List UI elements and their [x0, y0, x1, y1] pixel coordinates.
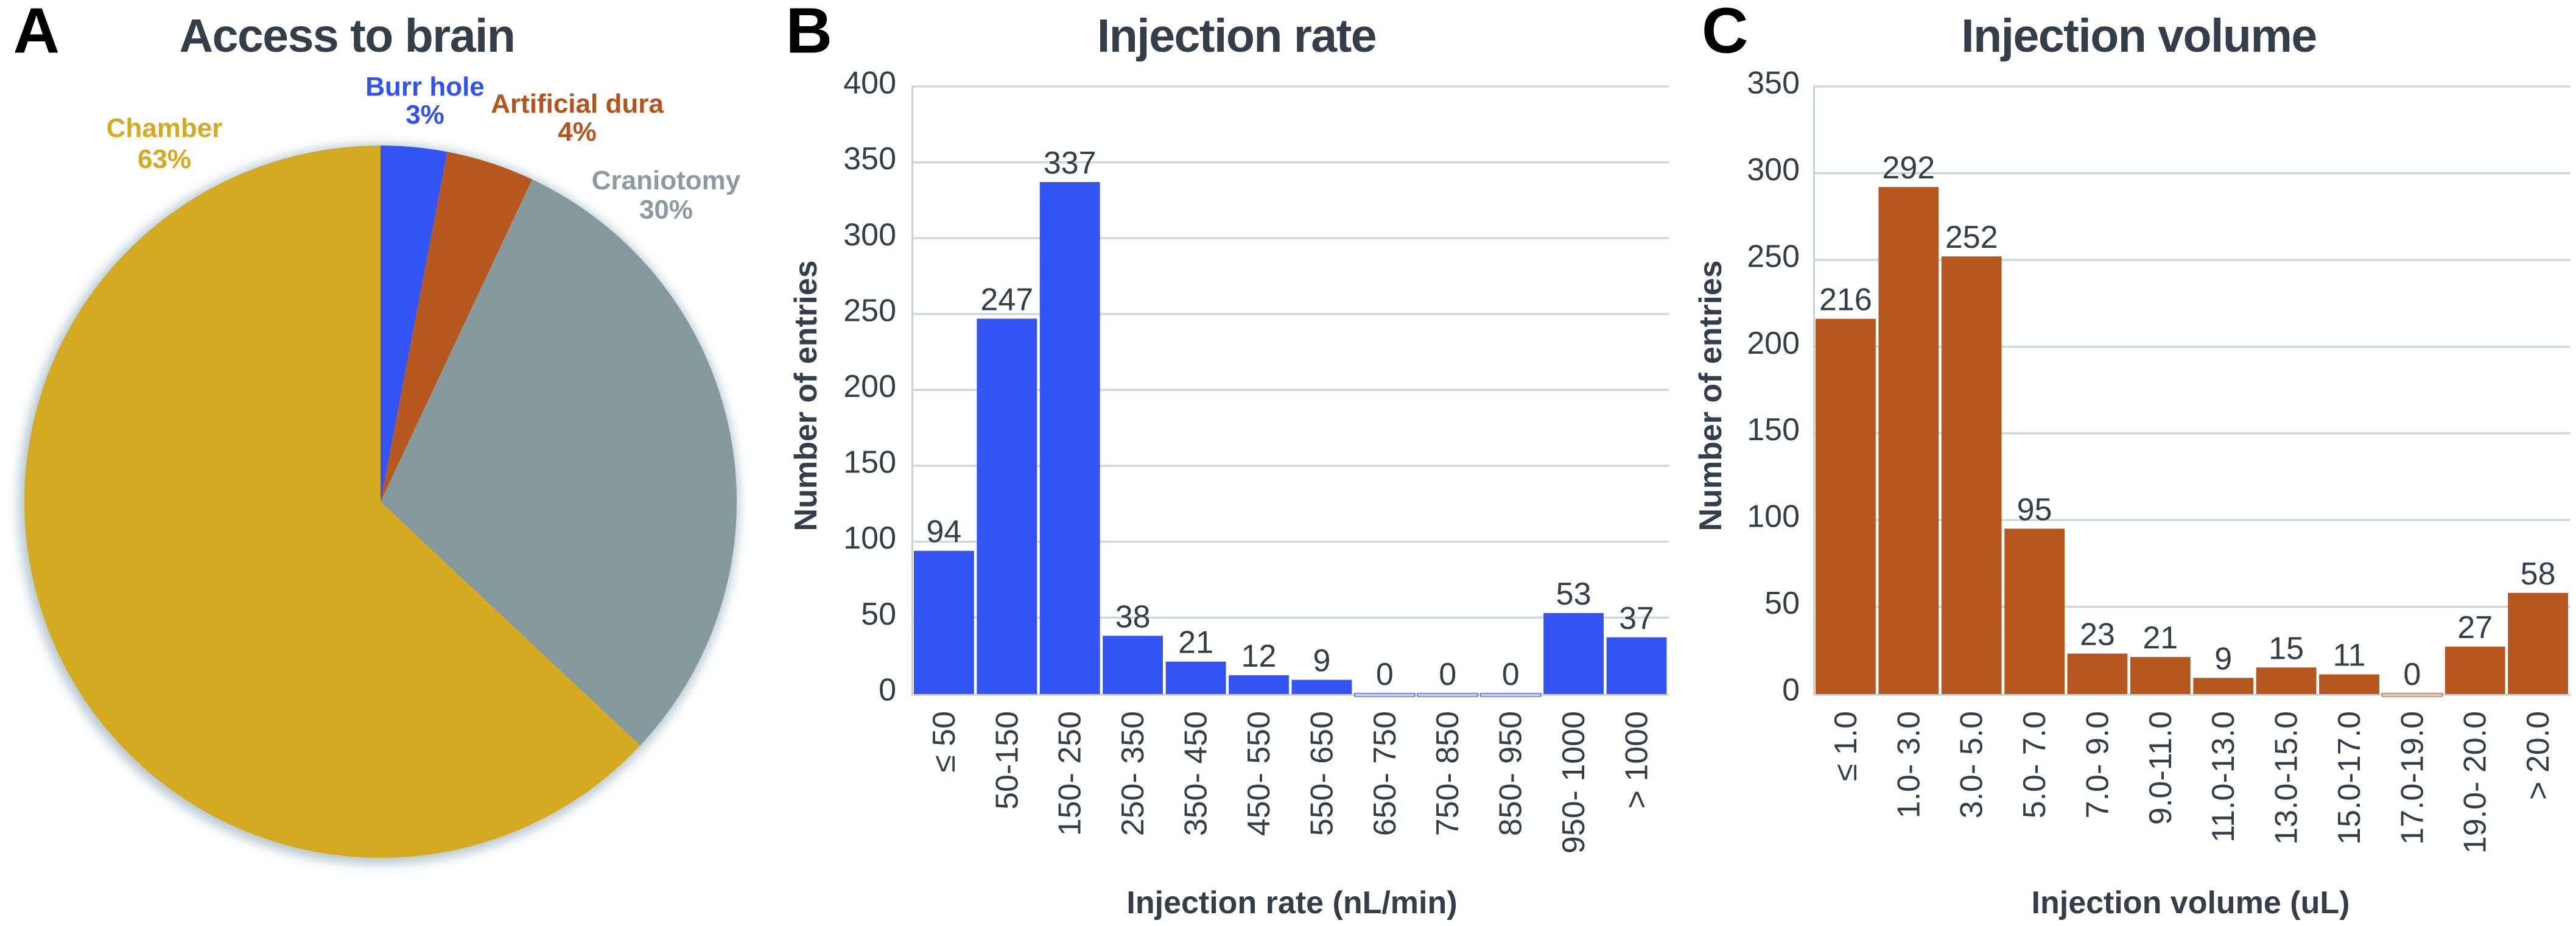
svg-text:5.0- 7.0: 5.0- 7.0 — [2017, 711, 2052, 818]
svg-text:7.0- 9.0: 7.0- 9.0 — [2080, 711, 2115, 818]
svg-text:200: 200 — [1747, 326, 1800, 361]
svg-text:63%: 63% — [138, 144, 191, 174]
svg-text:3.0- 5.0: 3.0- 5.0 — [1954, 711, 1990, 818]
svg-text:250: 250 — [1747, 239, 1800, 274]
svg-text:Injection rate (nL/min): Injection rate (nL/min) — [1126, 885, 1457, 921]
svg-text:13.0-15.0: 13.0-15.0 — [2269, 711, 2304, 845]
svg-text:300: 300 — [843, 217, 896, 253]
svg-text:9.0-11.0: 9.0-11.0 — [2143, 711, 2178, 825]
svg-text:650- 750: 650- 750 — [1367, 711, 1403, 836]
svg-text:337: 337 — [1044, 146, 1097, 181]
svg-text:216: 216 — [1819, 282, 1872, 318]
svg-text:4%: 4% — [558, 117, 597, 147]
svg-text:150: 150 — [843, 445, 896, 480]
svg-text:Injection volume: Injection volume — [1961, 10, 2317, 62]
svg-text:200: 200 — [843, 369, 896, 404]
svg-text:950- 1000: 950- 1000 — [1556, 711, 1592, 854]
svg-text:Chamber: Chamber — [107, 113, 223, 143]
svg-text:0: 0 — [879, 673, 896, 708]
svg-text:Injection volume (uL): Injection volume (uL) — [2032, 885, 2350, 921]
svg-text:450- 550: 450- 550 — [1241, 711, 1277, 836]
svg-text:100: 100 — [843, 521, 896, 556]
svg-text:Number of entries: Number of entries — [1693, 261, 1728, 531]
svg-text:23: 23 — [2080, 617, 2115, 653]
svg-text:250: 250 — [843, 293, 896, 328]
svg-text:A: A — [13, 0, 60, 67]
svg-text:250- 350: 250- 350 — [1115, 711, 1151, 836]
svg-text:27: 27 — [2457, 610, 2493, 645]
svg-text:15: 15 — [2269, 631, 2304, 666]
svg-text:37: 37 — [1619, 601, 1654, 636]
svg-text:9: 9 — [1313, 644, 1330, 679]
svg-text:3%: 3% — [405, 100, 444, 130]
svg-text:Burr hole: Burr hole — [365, 72, 485, 102]
svg-text:150: 150 — [1747, 412, 1800, 447]
svg-text:150- 250: 150- 250 — [1053, 711, 1088, 836]
svg-text:0: 0 — [1376, 657, 1394, 692]
svg-text:Craniotomy: Craniotomy — [592, 166, 741, 195]
svg-text:53: 53 — [1556, 577, 1592, 612]
svg-text:B: B — [786, 0, 833, 67]
svg-text:350: 350 — [843, 141, 896, 177]
svg-text:30%: 30% — [639, 195, 693, 225]
svg-text:350- 450: 350- 450 — [1179, 711, 1214, 836]
svg-text:0: 0 — [1502, 657, 1520, 692]
svg-text:21: 21 — [1178, 625, 1213, 661]
svg-text:Access to brain: Access to brain — [180, 10, 515, 62]
svg-text:15.0-17.0: 15.0-17.0 — [2332, 711, 2367, 845]
svg-text:50: 50 — [861, 597, 896, 632]
svg-text:252: 252 — [1945, 220, 1998, 255]
svg-text:11: 11 — [2333, 638, 2366, 673]
svg-text:400: 400 — [843, 66, 896, 101]
svg-text:94: 94 — [926, 514, 961, 550]
svg-text:9: 9 — [2214, 641, 2232, 676]
svg-text:> 20.0: > 20.0 — [2521, 711, 2556, 800]
svg-text:12: 12 — [1241, 639, 1277, 674]
svg-text:850- 950: 850- 950 — [1493, 711, 1529, 836]
svg-text:95: 95 — [2017, 492, 2052, 527]
svg-text:19.0- 20.0: 19.0- 20.0 — [2458, 711, 2493, 854]
svg-text:350: 350 — [1747, 66, 1800, 101]
svg-text:750- 850: 750- 850 — [1430, 711, 1465, 836]
svg-text:0: 0 — [1782, 673, 1800, 708]
svg-text:50: 50 — [1764, 586, 1800, 621]
svg-text:Number of entries: Number of entries — [788, 261, 824, 531]
svg-text:C: C — [1702, 0, 1749, 67]
svg-text:0: 0 — [2403, 657, 2421, 692]
svg-text:17.0-19.0: 17.0-19.0 — [2395, 711, 2430, 845]
svg-text:50-150: 50-150 — [989, 711, 1025, 810]
svg-text:58: 58 — [2521, 556, 2556, 592]
svg-text:38: 38 — [1115, 599, 1151, 634]
svg-text:247: 247 — [980, 282, 1033, 317]
svg-text:100: 100 — [1747, 499, 1800, 535]
svg-text:1.0- 3.0: 1.0- 3.0 — [1891, 711, 1926, 818]
svg-text:> 1000: > 1000 — [1620, 711, 1655, 809]
svg-text:≤ 1.0: ≤ 1.0 — [1828, 711, 1864, 781]
svg-text:11.0-13.0: 11.0-13.0 — [2206, 711, 2241, 843]
svg-text:Injection rate: Injection rate — [1097, 10, 1376, 62]
svg-text:300: 300 — [1747, 152, 1800, 188]
svg-text:Artificial dura: Artificial dura — [491, 89, 664, 119]
svg-text:≤ 50: ≤ 50 — [927, 711, 962, 773]
svg-text:21: 21 — [2143, 620, 2178, 656]
svg-text:550- 650: 550- 650 — [1304, 711, 1339, 836]
svg-text:292: 292 — [1882, 150, 1935, 186]
svg-text:0: 0 — [1439, 657, 1456, 692]
